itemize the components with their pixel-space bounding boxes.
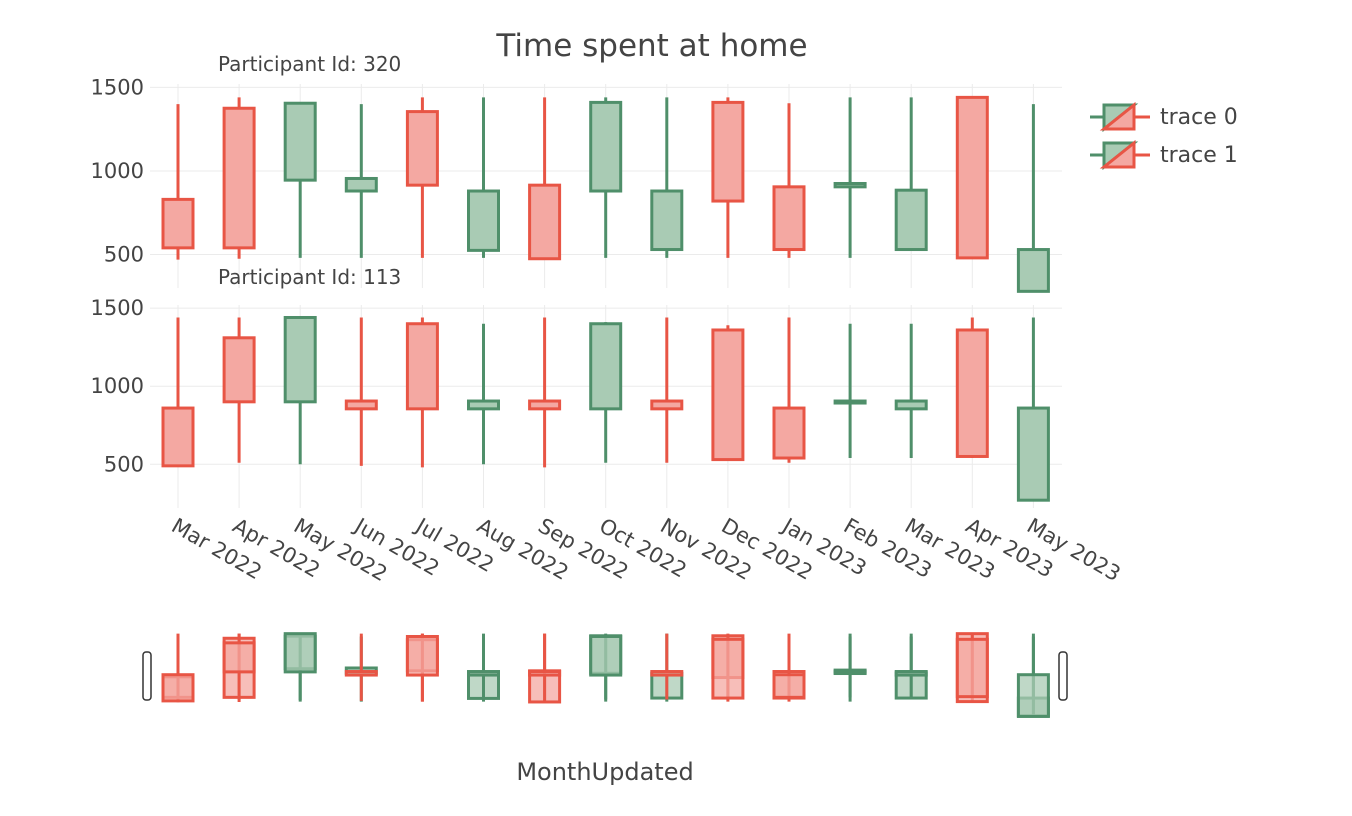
candle-body bbox=[650, 189, 684, 252]
candle-body bbox=[283, 101, 317, 182]
range-slider-body bbox=[833, 670, 867, 676]
candle-body bbox=[589, 100, 623, 193]
candle-body bbox=[405, 110, 439, 187]
range-slider-body bbox=[1016, 673, 1050, 718]
legend-item-trace-1[interactable]: trace 1 bbox=[1090, 136, 1238, 174]
range-slider-body bbox=[772, 673, 806, 699]
candle-body bbox=[467, 189, 500, 252]
legend-label-trace-1: trace 1 bbox=[1160, 142, 1238, 168]
range-slider-body bbox=[589, 634, 623, 677]
candle-body bbox=[772, 185, 806, 252]
candle-body bbox=[589, 322, 623, 411]
panel-2-subtitle: Participant Id: 113 bbox=[218, 265, 402, 289]
candle-body bbox=[650, 399, 684, 411]
y-tick-label: 1000 bbox=[91, 374, 144, 398]
candle-body bbox=[283, 315, 317, 404]
range-slider-body bbox=[894, 670, 928, 677]
candle-body bbox=[1016, 248, 1050, 293]
panel-1-subtitle: Participant Id: 320 bbox=[218, 52, 402, 76]
candle-body bbox=[711, 328, 745, 462]
candle-body bbox=[955, 328, 989, 458]
candle-body bbox=[344, 176, 378, 193]
candle-body bbox=[833, 399, 867, 405]
range-slider-body bbox=[650, 670, 684, 677]
range-slider-body bbox=[344, 670, 378, 677]
range-slider-body bbox=[405, 634, 439, 677]
candle-body bbox=[711, 100, 745, 203]
candle-body bbox=[467, 399, 500, 411]
candle-body bbox=[344, 399, 378, 411]
range-slider-handle-left bbox=[142, 651, 152, 701]
candle-body bbox=[161, 406, 195, 468]
y-tick-label: 1500 bbox=[91, 75, 144, 99]
legend-label-trace-0: trace 0 bbox=[1160, 104, 1238, 130]
candle-body bbox=[528, 183, 562, 261]
candle-body bbox=[1016, 406, 1050, 502]
range-slider-body bbox=[467, 670, 500, 677]
range-slider-body bbox=[955, 637, 989, 699]
y-tick-label: 500 bbox=[104, 452, 144, 476]
candle-body bbox=[161, 197, 195, 250]
range-slider-body bbox=[711, 637, 745, 700]
candle-body bbox=[528, 399, 562, 411]
legend-swatch-trace-1 bbox=[1090, 140, 1150, 170]
legend-item-trace-0[interactable]: trace 0 bbox=[1090, 98, 1238, 136]
candle-body bbox=[222, 336, 256, 404]
candle-body bbox=[894, 399, 928, 411]
range-slider-handle-right bbox=[1058, 651, 1068, 701]
range-slider-body bbox=[283, 632, 317, 674]
range-slider-body bbox=[161, 673, 195, 703]
chart-title: Time spent at home bbox=[496, 28, 808, 64]
range-slider-body bbox=[222, 641, 256, 674]
y-tick-label: 1000 bbox=[91, 159, 144, 183]
legend-swatch-trace-0 bbox=[1090, 102, 1150, 132]
candle-body bbox=[772, 406, 806, 460]
candle-body bbox=[955, 95, 989, 260]
candle-body bbox=[894, 188, 928, 252]
range-slider-body bbox=[528, 670, 562, 677]
y-tick-label: 500 bbox=[104, 243, 144, 267]
y-tick-label: 1500 bbox=[91, 296, 144, 320]
candle-body bbox=[405, 322, 439, 411]
candle-body bbox=[222, 106, 256, 250]
x-axis-label: MonthUpdated bbox=[516, 758, 694, 786]
legend: trace 0 trace 1 bbox=[1090, 98, 1238, 174]
candle-body bbox=[833, 181, 867, 189]
